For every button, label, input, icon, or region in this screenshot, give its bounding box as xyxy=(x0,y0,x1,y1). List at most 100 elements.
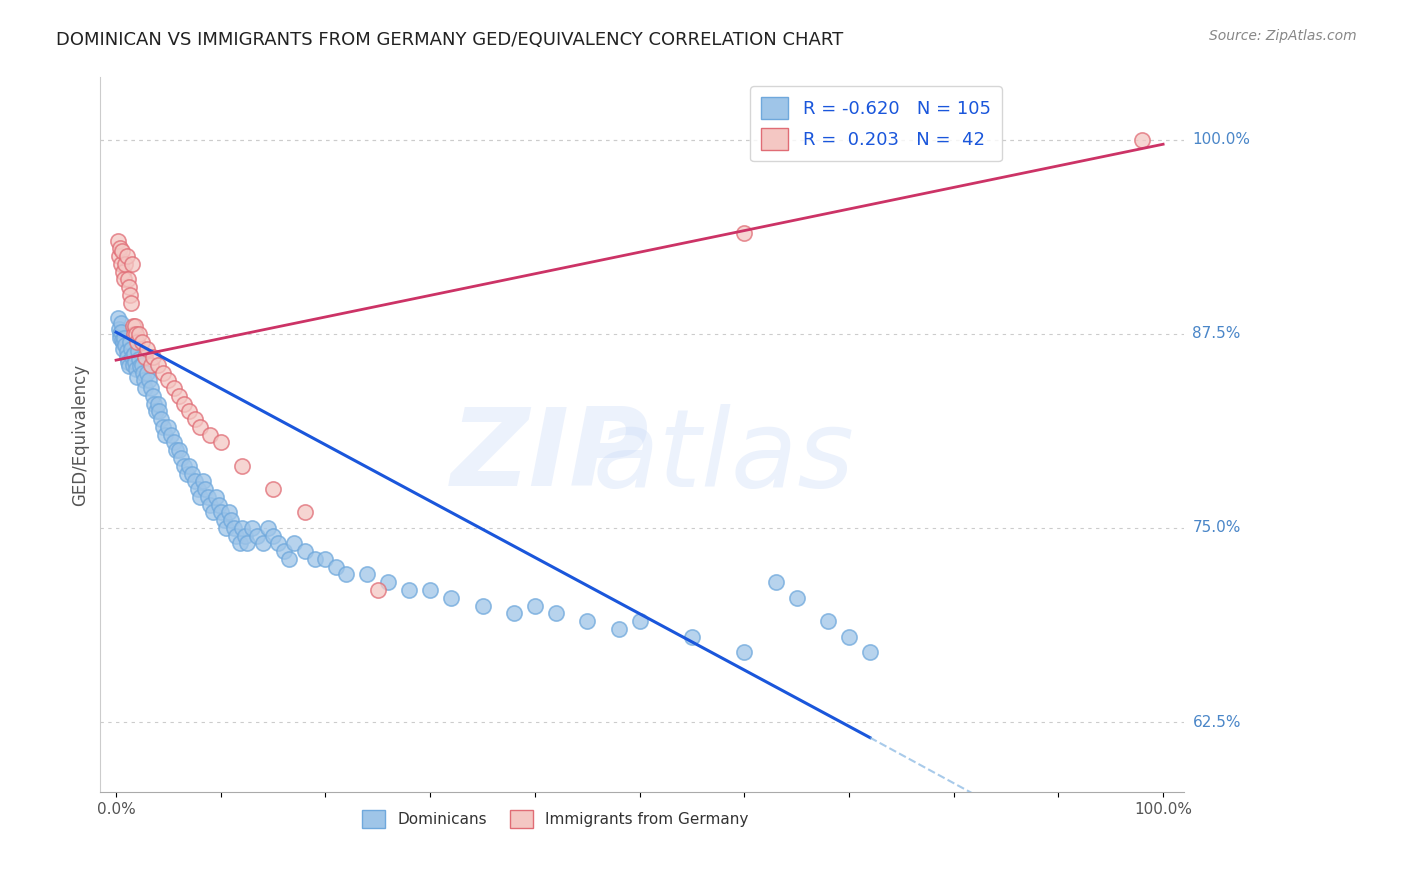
Point xyxy=(179,458,201,473)
Point xyxy=(200,427,222,442)
Point xyxy=(283,536,305,550)
Point xyxy=(111,333,134,347)
Point xyxy=(139,381,162,395)
Point xyxy=(110,325,132,339)
Point xyxy=(142,350,165,364)
Point xyxy=(125,326,148,341)
Point xyxy=(187,482,209,496)
Point xyxy=(114,337,136,351)
Point xyxy=(377,575,399,590)
Point xyxy=(304,552,326,566)
Point xyxy=(419,582,441,597)
Point xyxy=(142,389,165,403)
Point xyxy=(124,354,146,368)
Point xyxy=(233,529,256,543)
Point xyxy=(128,326,150,341)
Point xyxy=(110,257,132,271)
Point xyxy=(108,249,131,263)
Point xyxy=(108,322,131,336)
Point xyxy=(440,591,463,605)
Text: atlas: atlas xyxy=(592,404,855,508)
Point xyxy=(200,498,222,512)
Text: Source: ZipAtlas.com: Source: ZipAtlas.com xyxy=(1209,29,1357,43)
Point xyxy=(111,244,134,259)
Point xyxy=(121,350,143,364)
Point xyxy=(167,389,190,403)
Point xyxy=(125,334,148,349)
Point xyxy=(136,343,159,357)
Point xyxy=(121,257,143,271)
Point xyxy=(122,347,145,361)
Point xyxy=(112,264,135,278)
Point xyxy=(117,359,139,374)
Point xyxy=(152,366,174,380)
Point xyxy=(110,326,132,341)
Point xyxy=(134,373,156,387)
Text: 75.0%: 75.0% xyxy=(1192,520,1240,535)
Point xyxy=(124,318,146,333)
Point xyxy=(120,295,142,310)
Point xyxy=(262,482,284,496)
Point xyxy=(155,427,177,442)
Point xyxy=(117,272,139,286)
Point xyxy=(209,435,232,450)
Point xyxy=(163,381,186,395)
Point xyxy=(110,241,132,255)
Point xyxy=(225,529,247,543)
Point xyxy=(173,397,195,411)
Point xyxy=(209,505,232,519)
Point xyxy=(838,630,860,644)
Point xyxy=(129,359,152,374)
Point xyxy=(146,397,169,411)
Point xyxy=(132,366,155,380)
Point xyxy=(170,450,193,465)
Point xyxy=(117,280,139,294)
Point xyxy=(165,443,187,458)
Point xyxy=(127,343,149,358)
Point xyxy=(204,490,226,504)
Point xyxy=(145,404,167,418)
Point xyxy=(544,607,567,621)
Point xyxy=(110,316,132,330)
Point xyxy=(125,362,148,376)
Point xyxy=(277,552,299,566)
Point xyxy=(115,350,138,364)
Point xyxy=(163,435,186,450)
Point xyxy=(628,614,651,628)
Point xyxy=(107,311,129,326)
Point xyxy=(273,544,295,558)
Point xyxy=(191,475,214,489)
Point xyxy=(219,513,242,527)
Text: ZIP: ZIP xyxy=(451,403,650,509)
Point xyxy=(294,544,316,558)
Point xyxy=(131,358,153,372)
Point xyxy=(107,234,129,248)
Point xyxy=(236,536,259,550)
Point xyxy=(1130,132,1153,146)
Point xyxy=(138,373,160,387)
Point xyxy=(325,559,347,574)
Point xyxy=(176,467,198,481)
Point xyxy=(240,521,263,535)
Point xyxy=(125,370,148,384)
Point xyxy=(367,582,389,597)
Point xyxy=(208,498,231,512)
Point xyxy=(246,529,269,543)
Point xyxy=(115,343,138,358)
Point xyxy=(112,336,135,351)
Point xyxy=(117,354,139,368)
Legend: Dominicans, Immigrants from Germany: Dominicans, Immigrants from Germany xyxy=(356,804,755,834)
Point xyxy=(228,536,250,550)
Point xyxy=(471,599,494,613)
Point xyxy=(503,607,526,621)
Point xyxy=(183,475,205,489)
Point xyxy=(257,521,280,535)
Point xyxy=(110,331,132,345)
Point xyxy=(765,575,787,590)
Text: DOMINICAN VS IMMIGRANTS FROM GERMANY GED/EQUIVALENCY CORRELATION CHART: DOMINICAN VS IMMIGRANTS FROM GERMANY GED… xyxy=(56,31,844,49)
Point xyxy=(134,350,156,364)
Point xyxy=(194,482,217,496)
Point xyxy=(202,505,225,519)
Point xyxy=(786,591,808,605)
Point xyxy=(267,536,290,550)
